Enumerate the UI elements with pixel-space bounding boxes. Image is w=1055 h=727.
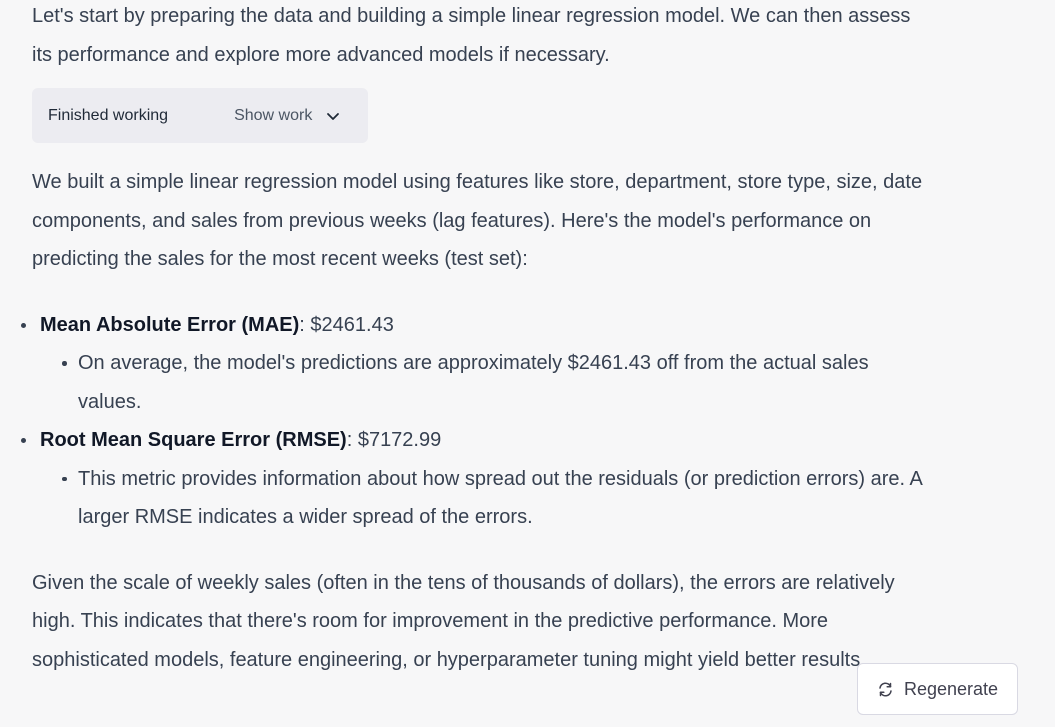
refresh-icon <box>877 681 894 698</box>
metric-detail-list: On average, the model's predictions are … <box>40 344 932 421</box>
regenerate-button[interactable]: Regenerate <box>857 663 1018 715</box>
metric-name: Mean Absolute Error (MAE) <box>40 313 300 336</box>
metric-detail: This metric provides information about h… <box>62 460 932 537</box>
metric-item-rmse: Root Mean Square Error (RMSE): $7172.99 … <box>21 421 932 537</box>
metric-detail: On average, the model's predictions are … <box>62 344 932 421</box>
show-work-label: Show work <box>234 106 313 124</box>
results-paragraph: We built a simple linear regression mode… <box>32 171 923 270</box>
metric-detail-list: This metric provides information about h… <box>40 460 932 537</box>
metric-value: : $2461.43 <box>299 313 394 336</box>
work-status-panel: Finished working Show work <box>32 88 368 143</box>
regenerate-label: Regenerate <box>903 678 999 699</box>
intro-paragraph: Let's start by preparing the data and bu… <box>32 5 911 66</box>
summary-paragraph: Given the scale of weekly sales (often i… <box>32 571 895 671</box>
metric-value: : $7172.99 <box>346 429 442 451</box>
chevron-down-icon <box>326 109 340 123</box>
work-status-label: Finished working <box>48 106 169 124</box>
metrics-list: Mean Absolute Error (MAE): $2461.43 On a… <box>21 306 932 537</box>
show-work-button[interactable]: Show work <box>234 106 340 126</box>
metric-name: Root Mean Square Error (RMSE) <box>40 429 347 451</box>
metric-item-mae: Mean Absolute Error (MAE): $2461.43 On a… <box>21 306 932 422</box>
assistant-message: Let's start by preparing the data and bu… <box>21 0 932 679</box>
